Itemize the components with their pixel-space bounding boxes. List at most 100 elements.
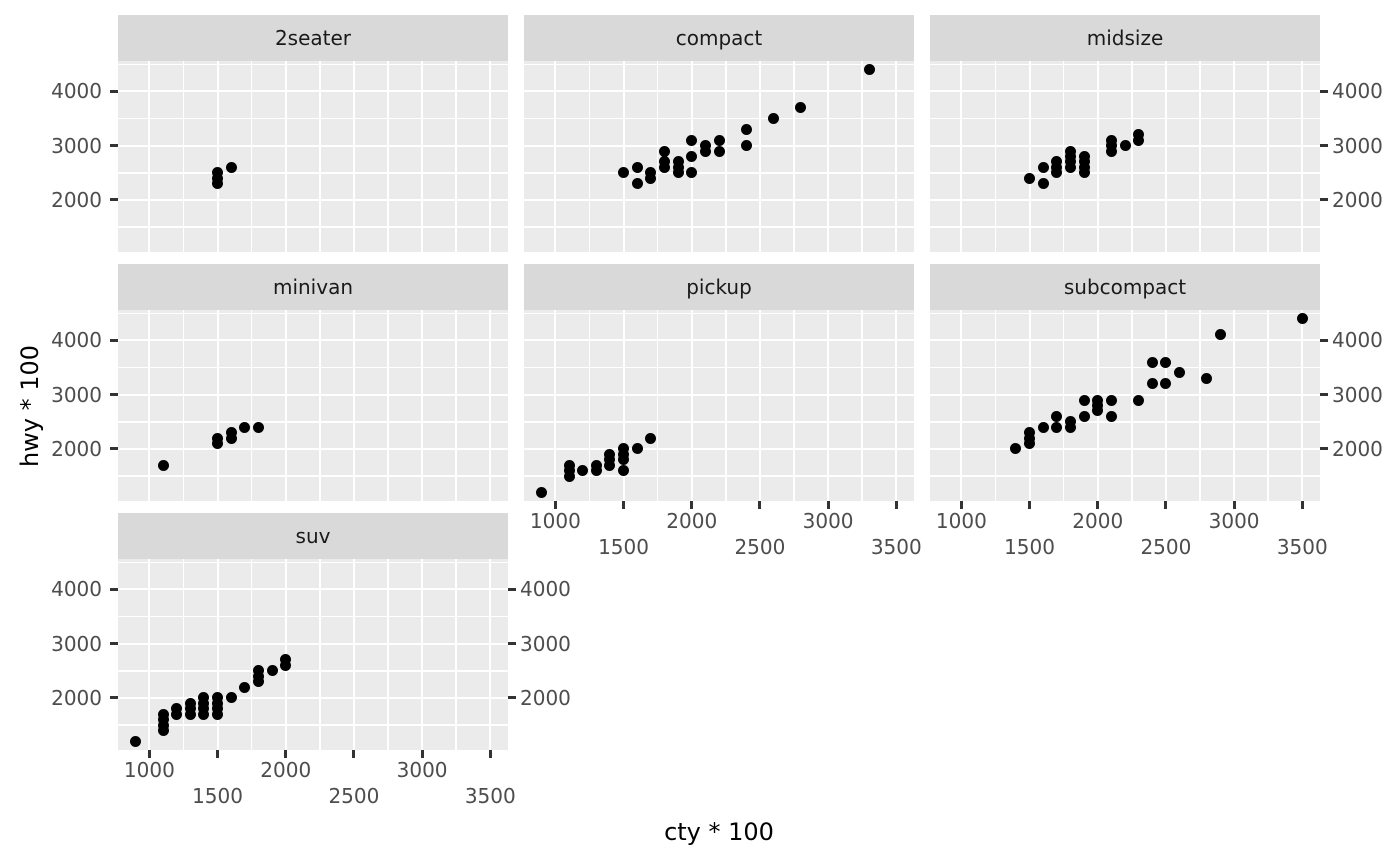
gridline-major-v	[284, 310, 287, 501]
gridline-major-v	[1028, 61, 1031, 252]
data-point	[1051, 410, 1063, 422]
facet-strip-subcompact: subcompact	[930, 264, 1320, 310]
data-point	[1078, 161, 1090, 173]
x-axis-tick	[959, 501, 963, 509]
gridline-minor-v	[250, 559, 253, 750]
gridline-minor-v	[182, 559, 185, 750]
data-point	[198, 708, 210, 720]
facet-strip-2seater: 2seater	[118, 15, 508, 61]
facet-strip-compact: compact	[524, 15, 914, 61]
x-axis-tick-label: 3000	[802, 509, 854, 533]
x-axis-tick	[1164, 501, 1168, 509]
gridline-major-v	[352, 559, 355, 750]
data-point	[863, 64, 875, 76]
y-axis-tick-right	[508, 696, 516, 700]
data-point	[212, 708, 224, 720]
gridline-minor-v	[1062, 61, 1065, 252]
y-axis-tick-right	[508, 587, 516, 591]
gridline-major-v	[148, 310, 151, 501]
data-point	[280, 654, 292, 666]
data-point	[1105, 145, 1117, 157]
gridline-major-h	[118, 144, 508, 147]
data-point	[1078, 151, 1090, 162]
data-point	[1078, 410, 1090, 422]
data-point	[1092, 394, 1104, 406]
data-point	[536, 486, 548, 498]
y-axis-tick-label: 3000	[51, 133, 102, 158]
data-point	[212, 697, 224, 709]
gridline-minor-v	[861, 310, 863, 501]
gridline-minor-v	[994, 310, 997, 501]
data-point	[658, 156, 670, 168]
y-axis-tick-label: 4000	[51, 79, 102, 104]
gridline-major-v	[421, 310, 424, 501]
gridline-major-h	[118, 642, 508, 645]
y-axis-tick-right	[1320, 447, 1328, 451]
data-point	[212, 692, 224, 704]
facet-panel-2seater	[118, 61, 508, 252]
gridline-minor-h	[118, 63, 508, 65]
gridline-minor-v	[1199, 310, 1201, 501]
gridline-minor-v	[387, 61, 389, 252]
y-axis-tick-label-right: 3000	[1332, 382, 1383, 407]
gridline-major-v	[148, 61, 151, 252]
gridline-minor-h	[118, 475, 508, 477]
gridline-major-h	[118, 696, 508, 699]
data-point	[795, 102, 807, 114]
gridline-minor-v	[793, 61, 795, 252]
y-axis-tick-label-right: 4000	[1332, 328, 1383, 353]
data-point	[618, 167, 630, 179]
gridline-minor-h	[118, 117, 508, 120]
y-axis-tick-right	[1320, 393, 1328, 397]
facet-strip-label: midsize	[1086, 26, 1164, 50]
x-axis-tick-label: 3500	[464, 784, 516, 808]
gridline-minor-v	[250, 310, 253, 501]
gridline-major-v	[1164, 310, 1167, 501]
gridline-major-h	[524, 339, 914, 342]
data-point	[225, 427, 237, 439]
gridline-major-v	[622, 310, 625, 501]
gridline-major-h	[524, 447, 914, 450]
data-point	[1051, 156, 1063, 168]
gridline-major-v	[216, 559, 219, 750]
data-point	[252, 665, 264, 677]
data-point	[1105, 410, 1117, 422]
gridline-major-h	[118, 90, 508, 93]
x-axis-tick-label: 2000	[260, 758, 312, 782]
gridline-minor-v	[1131, 310, 1133, 501]
y-axis-tick	[110, 198, 118, 202]
y-axis-tick	[110, 338, 118, 342]
data-point	[1024, 172, 1036, 184]
y-axis-tick-label: 3000	[51, 382, 102, 407]
facet-strip-suv: suv	[118, 513, 508, 559]
data-point	[686, 151, 698, 162]
gridline-major-v	[827, 61, 830, 252]
data-point	[1296, 313, 1308, 325]
data-point	[212, 432, 224, 444]
data-point	[1133, 129, 1145, 141]
data-point	[157, 459, 169, 471]
gridline-minor-h	[930, 117, 1320, 120]
gridline-minor-h	[930, 63, 1320, 65]
data-point	[239, 421, 251, 433]
gridline-minor-h	[118, 421, 508, 423]
x-axis-tick-label: 3000	[1208, 509, 1260, 533]
y-axis-tick-label-right: 2000	[520, 685, 571, 710]
x-axis-tick	[622, 501, 626, 509]
y-axis-tick-label: 2000	[51, 436, 102, 461]
gridline-minor-h	[930, 312, 1320, 314]
x-axis-tick-label: 1000	[935, 509, 987, 533]
facet-strip-midsize: midsize	[930, 15, 1320, 61]
data-point	[225, 692, 237, 704]
gridline-major-h	[118, 198, 508, 201]
y-axis-tick-right	[1320, 144, 1328, 148]
gridline-major-v	[421, 61, 424, 252]
y-axis-tick	[110, 587, 118, 591]
data-point	[672, 161, 684, 173]
gridline-major-v	[489, 310, 492, 501]
facet-strip-label: pickup	[686, 275, 752, 299]
gridline-minor-v	[793, 310, 795, 501]
gridline-minor-v	[182, 310, 185, 501]
gridline-major-v	[895, 61, 898, 252]
y-axis-tick-label: 2000	[51, 187, 102, 212]
